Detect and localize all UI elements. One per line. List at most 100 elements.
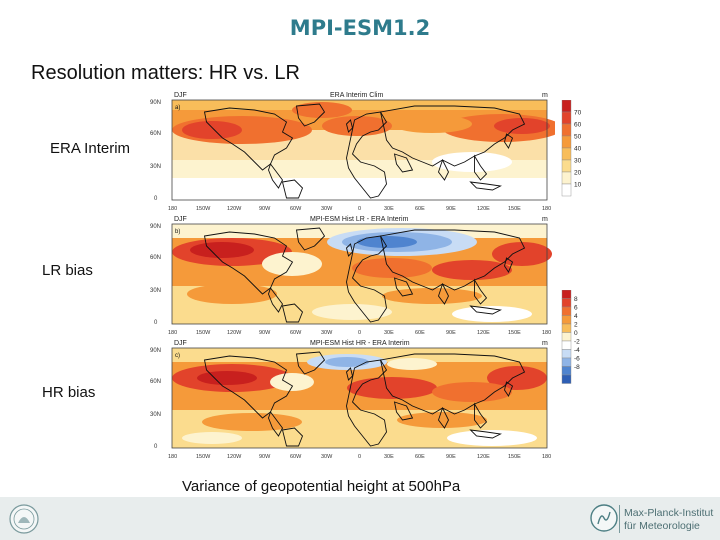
bias-colorbar-swatch <box>561 374 572 384</box>
colorbar-bias: 8 64 20 -2-4 -6-8 <box>561 290 580 384</box>
lon-a-10: 120E <box>477 206 490 212</box>
map-hr-bias: DJF MPI-ESM Hist HR - ERA Interim m 90N … <box>150 340 551 460</box>
bias-colorbar-swatch <box>561 315 572 325</box>
map-a-lat-0: 0 <box>154 196 158 202</box>
lon-a-6: 0 <box>358 206 361 212</box>
map-b-unit: m <box>542 216 548 223</box>
lon-c-9: 90E <box>446 454 456 460</box>
lon-c-11: 150E <box>508 454 521 460</box>
bias-colorbar-swatch <box>561 323 572 333</box>
map-c-title: MPI-ESM Hist HR - ERA Interim <box>310 340 410 347</box>
map-a-panel-label: a) <box>175 105 180 111</box>
clim-colorbar-swatch <box>561 171 572 185</box>
lon-b-3: 90W <box>259 330 271 336</box>
map-c-lat-90: 90N <box>150 348 161 354</box>
map-a-lat-60: 60N <box>150 131 161 137</box>
map-a-season: DJF <box>174 92 187 99</box>
lon-b-10: 120E <box>477 330 490 336</box>
clim-colorbar-swatch <box>561 159 572 173</box>
clim-colorbar-label: 10 <box>574 182 582 189</box>
map-c-season: DJF <box>174 340 187 347</box>
lon-b-7: 30E <box>384 330 394 336</box>
lon-a-12: 180 <box>542 206 551 212</box>
clim-colorbar-label: 20 <box>574 170 582 177</box>
lon-c-7: 30E <box>384 454 394 460</box>
bias-colorbar-swatch <box>561 357 572 367</box>
bias-colorbar-swatch <box>561 332 572 342</box>
map-lr-bias: DJF MPI-ESM Hist LR - ERA Interim m 90N … <box>150 216 552 336</box>
map-a-title: ERA Interim Clim <box>330 92 383 99</box>
bias-colorbar-label: -6 <box>574 356 580 363</box>
institute-line2: für Meteorologie <box>624 520 700 532</box>
lon-b-0: 180 <box>168 330 177 336</box>
map-era-interim: DJF ERA Interim Clim m 90N 60N 30N 0 a) … <box>150 92 555 212</box>
map-c-lat-30: 30N <box>150 412 161 418</box>
clim-colorbar-label: 60 <box>574 122 582 129</box>
slide-title: MPI-ESM1.2 <box>289 16 431 40</box>
map-b-title: MPI-ESM Hist LR - ERA Interim <box>310 216 409 223</box>
bias-colorbar-label: -8 <box>574 364 580 371</box>
lon-a-2: 120W <box>227 206 242 212</box>
map-c-lat-60: 60N <box>150 379 161 385</box>
bias-colorbar-swatch <box>561 298 572 308</box>
bias-colorbar-swatch <box>561 340 572 350</box>
lon-b-2: 120W <box>227 330 242 336</box>
lon-c-3: 90W <box>259 454 271 460</box>
map-a-lat-30: 30N <box>150 164 161 170</box>
bias-colorbar-swatch <box>561 366 572 376</box>
map-b-lat-60: 60N <box>150 255 161 261</box>
clim-colorbar-label: 50 <box>574 134 582 141</box>
lon-c-12: 180 <box>542 454 551 460</box>
map-c-lat-0: 0 <box>154 444 158 450</box>
bias-colorbar-swatch <box>561 290 572 299</box>
lon-a-11: 150E <box>508 206 521 212</box>
bias-colorbar-label: 2 <box>574 322 578 329</box>
map-a-unit: m <box>542 92 548 99</box>
map-b-lat-30: 30N <box>150 288 161 294</box>
slide-subtitle: Resolution matters: HR vs. LR <box>31 62 300 84</box>
figure-caption: Variance of geopotential height at 500hP… <box>182 478 461 495</box>
bias-colorbar-label: -2 <box>574 339 580 346</box>
clim-colorbar-label: 30 <box>574 158 582 165</box>
colorbar-climatology: 70 60 50 40 30 20 10 <box>561 100 582 197</box>
clim-colorbar-label: 40 <box>574 146 582 153</box>
lon-b-11: 150E <box>508 330 521 336</box>
lon-b-4: 60W <box>290 330 302 336</box>
mpi-logo <box>590 504 618 532</box>
clim-colorbar-label: 70 <box>574 110 582 117</box>
clim-colorbar-swatch <box>561 147 572 161</box>
lon-b-1: 150W <box>196 330 211 336</box>
lon-b-12: 180 <box>542 330 551 336</box>
map-b-season: DJF <box>174 216 187 223</box>
lon-c-2: 120W <box>227 454 242 460</box>
lon-a-3: 90W <box>259 206 271 212</box>
seal-logo-left <box>9 504 39 534</box>
lon-b-8: 60E <box>415 330 425 336</box>
bias-colorbar-label: 8 <box>574 296 578 303</box>
clim-colorbar-swatch <box>561 183 572 197</box>
lon-c-4: 60W <box>290 454 302 460</box>
map-c-unit: m <box>542 340 548 347</box>
map-c-panel-label: c) <box>175 353 180 359</box>
map-b-panel-label: b) <box>175 229 180 235</box>
bias-colorbar-swatch <box>561 306 572 316</box>
lon-b-5: 30W <box>321 330 333 336</box>
lon-a-1: 150W <box>196 206 211 212</box>
lon-a-9: 90E <box>446 206 456 212</box>
clim-colorbar-swatch <box>561 123 572 137</box>
row-label-hr: HR bias <box>42 384 96 401</box>
bias-colorbar-label: 0 <box>574 330 578 337</box>
lon-b-6: 0 <box>358 330 361 336</box>
lon-a-7: 30E <box>384 206 394 212</box>
map-b-lat-90: 90N <box>150 224 161 230</box>
bias-colorbar-label: -4 <box>574 347 580 354</box>
bias-colorbar-label: 4 <box>574 313 578 320</box>
footer-separator <box>619 505 620 533</box>
clim-colorbar-swatch <box>561 111 572 125</box>
institute-name: Max-Planck-Institut für Meteorologie <box>624 507 713 533</box>
lon-a-8: 60E <box>415 206 425 212</box>
institute-line1: Max-Planck-Institut <box>624 507 714 519</box>
clim-colorbar-swatch <box>561 100 572 113</box>
map-a-lat-90: 90N <box>150 100 161 106</box>
lon-c-6: 0 <box>358 454 361 460</box>
